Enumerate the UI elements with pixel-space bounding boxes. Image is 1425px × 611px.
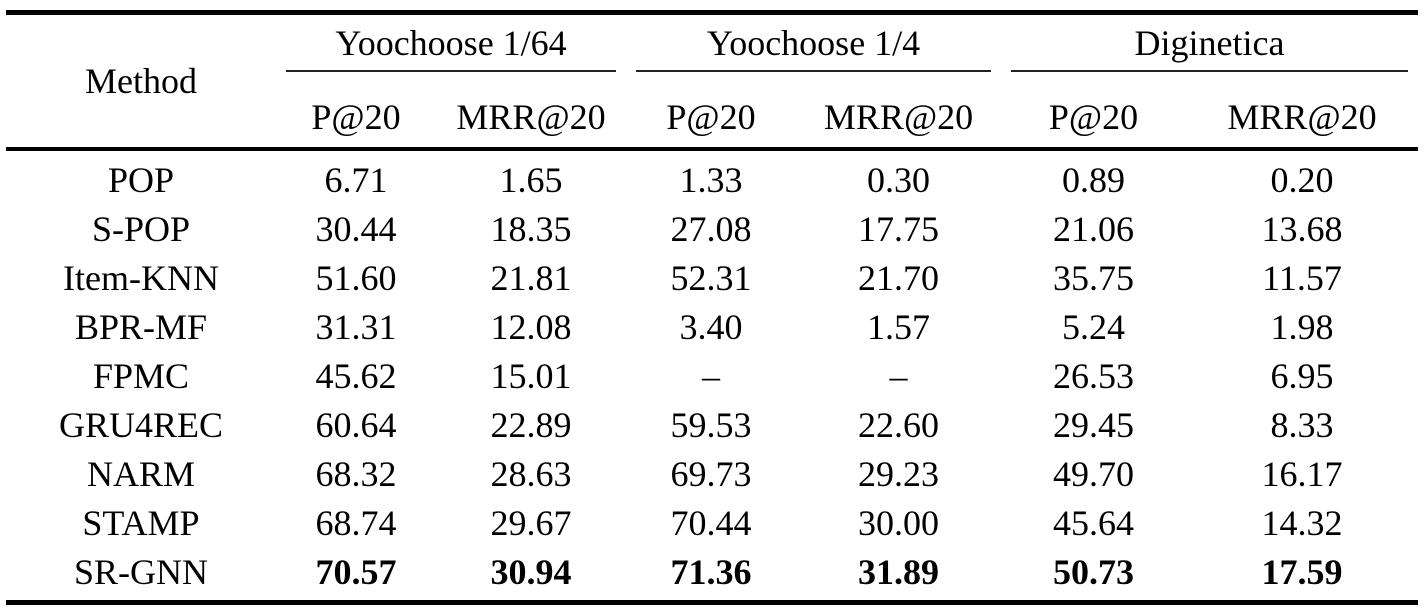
value-cell: 0.30 [867,159,930,200]
group-header-cell-yoochoose-1-4: Yoochoose 1/4 [626,13,1001,88]
metric-header-cell: MRR@20 [1186,87,1419,151]
value-cell: 35.75 [1053,257,1134,298]
value-cell: 16.17 [1261,453,1343,494]
value-cell: 8.33 [1270,404,1334,445]
value-cell: 50.73 [1053,551,1134,592]
metric-header-cell: P@20 [626,87,796,151]
value-cell: 29.45 [1053,404,1134,445]
value-cell: 14.32 [1261,502,1343,543]
value-cell: 1.57 [867,306,930,347]
value-cell: 5.24 [1062,306,1125,347]
metric-header-cell: MRR@20 [436,87,626,151]
value-cell: 51.60 [315,257,397,298]
value-cell: – [702,355,720,396]
value-cell: 68.74 [315,502,397,543]
value-cell: 21.06 [1053,208,1134,249]
value-cell: 0.20 [1270,159,1334,200]
table-row: NARM 68.32 28.63 69.73 29.23 49.70 16.17 [6,449,1418,498]
value-cell: 70.44 [670,502,752,543]
value-cell: 13.68 [1261,208,1343,249]
value-cell: 30.00 [858,502,939,543]
metric-header-row: P@20 MRR@20 P@20 MRR@20 P@20 MRR@20 [6,87,1419,151]
table-body: POP 6.71 1.65 1.33 0.30 0.89 0.20 S-POP … [6,149,1418,603]
value-cell: 26.53 [1053,355,1134,396]
table-row: BPR-MF 31.31 12.08 3.40 1.57 5.24 1.98 [6,302,1418,351]
value-cell: 68.32 [315,453,397,494]
value-cell: 29.23 [858,453,939,494]
value-cell: 49.70 [1053,453,1134,494]
value-cell: 22.60 [858,404,939,445]
table-header: Method Yoochoose 1/64 Yoochoose 1/4 Digi… [6,12,1419,151]
value-cell: 1.33 [679,159,743,200]
group-header-cell-yoochoose-1-64: Yoochoose 1/64 [276,13,626,88]
value-cell: 45.64 [1053,502,1134,543]
value-cell: 21.70 [858,257,939,298]
value-cell: 6.95 [1270,355,1334,396]
value-cell: 27.08 [670,208,752,249]
value-cell: 69.73 [670,453,752,494]
value-cell: 59.53 [670,404,752,445]
value-cell: 17.75 [858,208,939,249]
method-cell: Item-KNN [63,257,219,298]
value-cell: 31.31 [315,306,397,347]
method-cell: S-POP [91,208,191,249]
value-cell: 28.63 [490,453,572,494]
method-cell: GRU4REC [58,404,224,445]
value-cell: 70.57 [315,551,397,592]
value-cell: 30.44 [315,208,397,249]
method-cell: NARM [86,453,196,494]
method-header-cell: Method [6,12,276,151]
group-header-label: Yoochoose 1/64 [286,25,616,72]
value-cell: 29.67 [490,502,572,543]
table-row: STAMP 68.74 29.67 70.44 30.00 45.64 14.3… [6,498,1418,547]
group-header-label: Diginetica [1011,25,1409,72]
table-row: S-POP 30.44 18.35 27.08 17.75 21.06 13.6… [6,204,1418,253]
value-cell: 30.94 [490,551,572,592]
table-row: POP 6.71 1.65 1.33 0.30 0.89 0.20 [6,149,1418,204]
value-cell: 60.64 [315,404,397,445]
results-table: Method Yoochoose 1/64 Yoochoose 1/4 Digi… [6,10,1419,605]
metric-header-cell: P@20 [1001,87,1186,151]
value-cell: 3.40 [679,306,743,347]
metric-header-cell: P@20 [276,87,436,151]
value-cell: 11.57 [1262,257,1342,298]
method-cell: SR-GNN [73,551,208,592]
value-cell: – [889,355,908,396]
method-cell: STAMP [82,502,200,543]
value-cell: 1.98 [1270,306,1334,347]
value-cell: 21.81 [490,257,572,298]
value-cell: 71.36 [670,551,752,592]
value-cell: 6.71 [324,159,388,200]
group-header-label: Yoochoose 1/4 [636,25,991,72]
method-cell: FPMC [92,355,190,396]
value-cell: 15.01 [490,355,572,396]
metric-header-cell: MRR@20 [796,87,1001,151]
group-header-cell-diginetica: Diginetica [1001,13,1418,88]
value-cell: 17.59 [1261,551,1343,592]
value-cell: 1.65 [499,159,563,200]
value-cell: 18.35 [490,208,572,249]
value-cell: 22.89 [490,404,572,445]
table-row: GRU4REC 60.64 22.89 59.53 22.60 29.45 8.… [6,400,1418,449]
group-header-row: Method Yoochoose 1/64 Yoochoose 1/4 Digi… [6,12,1418,151]
table-row: FPMC 45.62 15.01 – – 26.53 6.95 [6,351,1418,400]
value-cell: 52.31 [670,257,752,298]
method-cell: BPR-MF [74,306,208,347]
table-row: Item-KNN 51.60 21.81 52.31 21.70 35.75 1… [6,253,1418,302]
value-cell: 12.08 [490,306,572,347]
table-row: SR-GNN 70.57 30.94 71.36 31.89 50.73 17.… [6,547,1418,603]
value-cell: 45.62 [315,355,397,396]
method-cell: POP [107,159,175,200]
value-cell: 0.89 [1062,159,1125,200]
value-cell: 31.89 [858,551,939,592]
